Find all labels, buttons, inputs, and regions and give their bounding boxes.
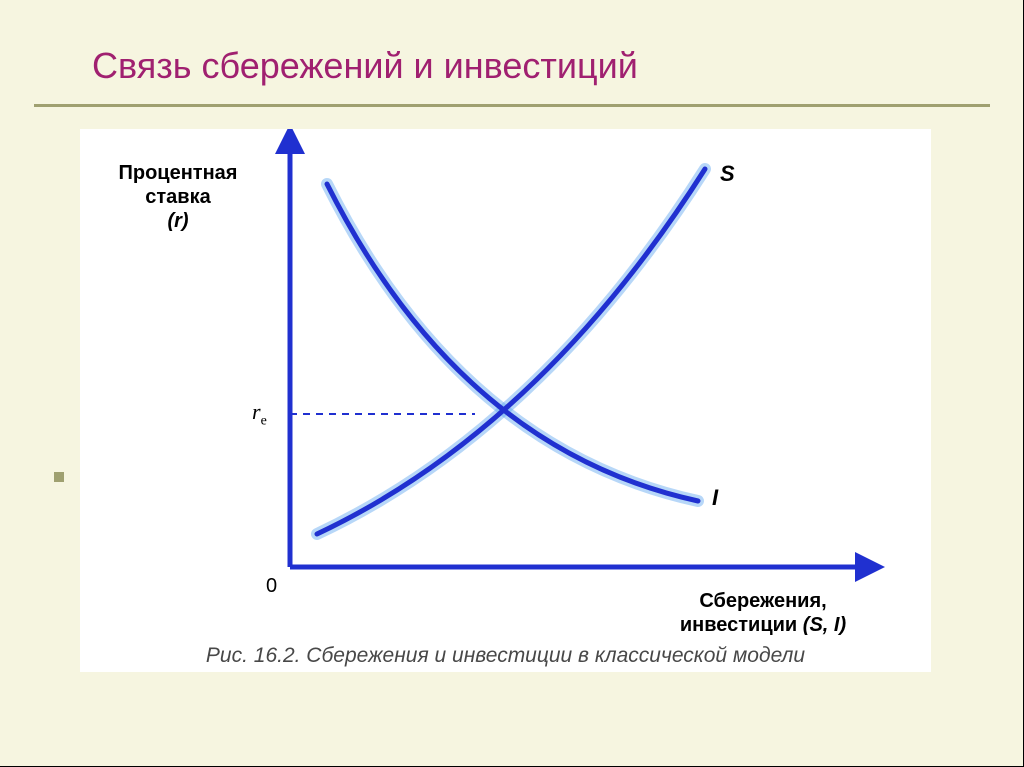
re-label: re	[252, 399, 267, 429]
y-axis-label-line2: ставка	[145, 186, 210, 208]
header-rule	[34, 104, 990, 107]
slide-title: Связь сбережений и инвестиций	[92, 45, 638, 87]
curves-group	[317, 169, 705, 534]
y-axis-label-line1: Процентная	[119, 162, 238, 184]
slide: Связь сбережений и инвестиций Процентная…	[0, 0, 1024, 767]
x-axis-label-line1: Сбережения,	[699, 590, 826, 612]
x-axis-label: Сбережения, инвестиции (S, I) инвестиции…	[638, 589, 888, 637]
chart-figure: Процентная ставка (r) Сбережения, инвест…	[80, 129, 931, 672]
bullet-square	[54, 472, 64, 482]
origin-label: 0	[266, 575, 277, 598]
y-axis-label-line3: (r)	[167, 210, 188, 232]
y-axis-label: Процентная ставка (r)	[98, 161, 258, 233]
re-r: r	[252, 399, 261, 424]
i-curve-label: I	[712, 485, 718, 511]
figure-caption: Рис. 16.2. Сбережения и инвестиции в кла…	[80, 644, 931, 668]
s-curve-label: S	[720, 161, 735, 187]
re-sub: e	[261, 413, 267, 428]
x-axis-label-line2: инвестиции (S, I) инвестиции (S, I)	[680, 614, 846, 636]
